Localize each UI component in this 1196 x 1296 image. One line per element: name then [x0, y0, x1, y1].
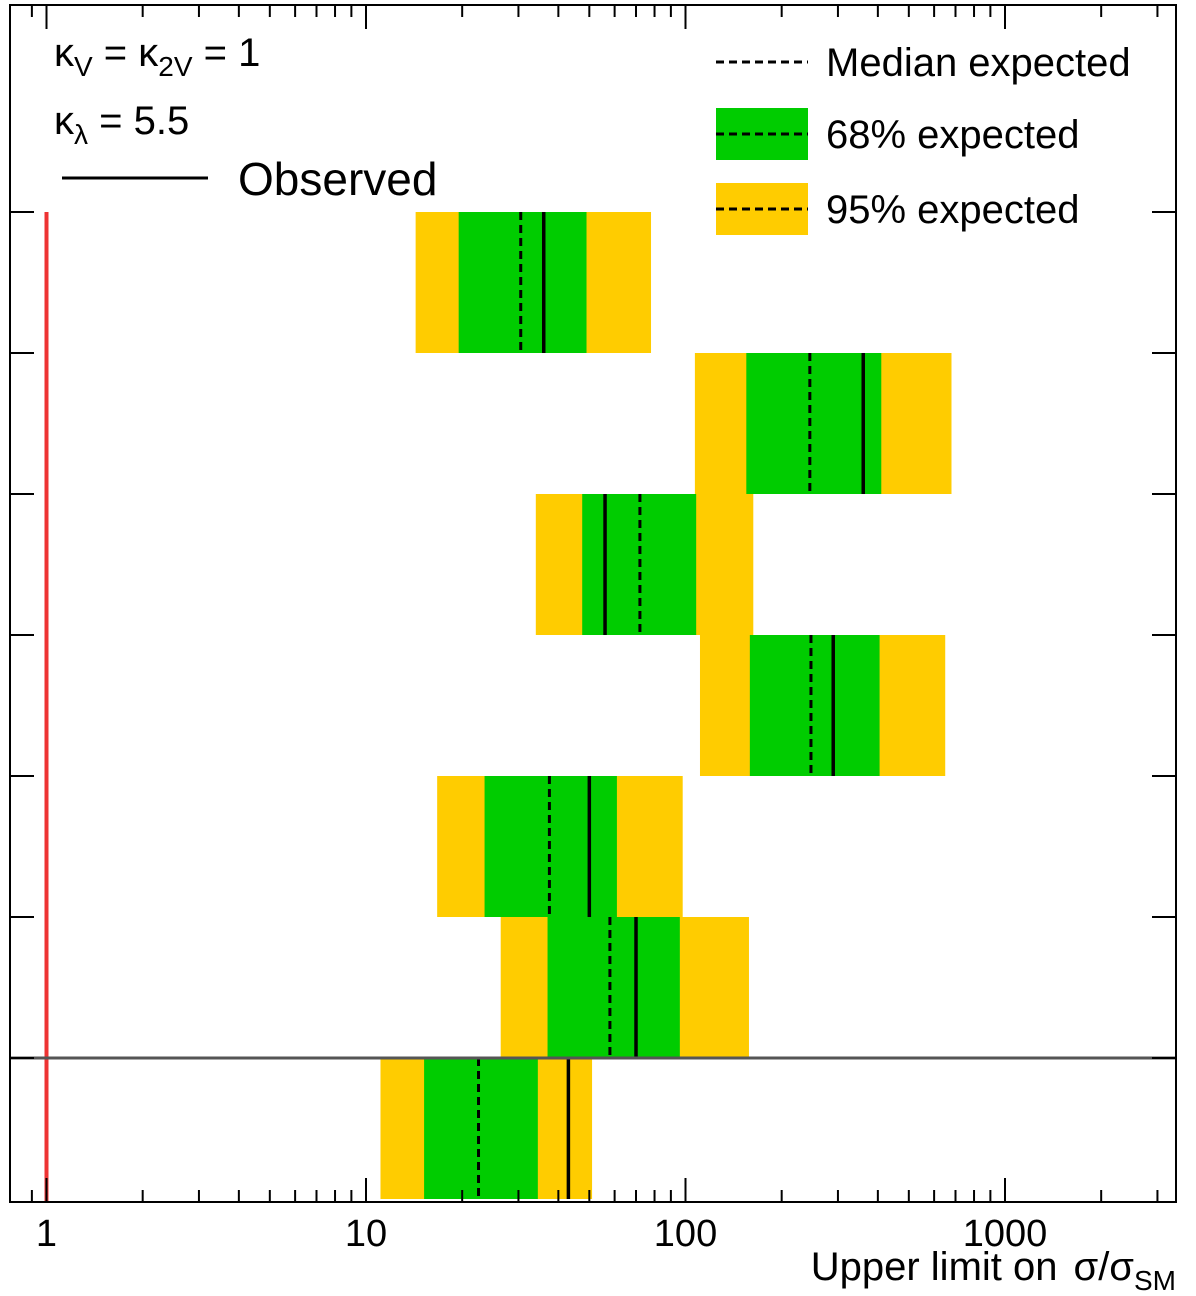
- band68-row-6: [547, 917, 680, 1058]
- x-tick-label-100: 100: [654, 1213, 717, 1255]
- x-tick-labels: 1 10 100 1000: [36, 1213, 1047, 1255]
- x-tick-label-1000: 1000: [963, 1213, 1048, 1255]
- expected-bands: [380, 212, 952, 1199]
- x-axis-label: Upper limit on σ/σSM: [811, 1245, 1176, 1296]
- x-tick-label-1: 1: [36, 1213, 57, 1255]
- band68-row-4: [749, 635, 880, 776]
- axes-frame: [9, 4, 1177, 1203]
- limit-lines: [10, 212, 1176, 1202]
- annotation-kv: κV = κ2V = 1: [54, 31, 260, 82]
- annotation-kl: κλ = 5.5: [54, 99, 189, 150]
- x-tick-label-10: 10: [345, 1213, 387, 1255]
- band68-row-1: [458, 212, 587, 353]
- legend-68-label: 68% expected: [826, 113, 1080, 157]
- band68-row-7: [424, 1058, 538, 1199]
- plot-frame: [9, 4, 1177, 1203]
- x-axis-label-sub: SM: [1134, 1265, 1176, 1296]
- annotation-block: κV = κ2V = 1 κλ = 5.5 Observed: [54, 31, 437, 205]
- axis-ticks: [10, 5, 1176, 1202]
- legend-median-label: Median expected: [826, 41, 1131, 85]
- legend: Median expected 68% expected 95% expecte…: [716, 41, 1131, 235]
- legend-observed-label: Observed: [238, 153, 437, 205]
- band68-row-2: [746, 353, 882, 494]
- legend-95-label: 95% expected: [826, 188, 1080, 232]
